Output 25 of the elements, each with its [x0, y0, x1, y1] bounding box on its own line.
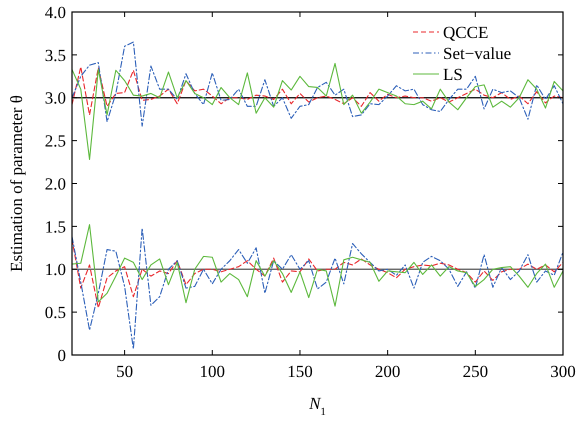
x-tick-label: 200	[374, 362, 400, 381]
x-tick-label: 300	[550, 362, 576, 381]
x-tick-label: 250	[462, 362, 488, 381]
line-series	[72, 62, 563, 160]
line-series	[72, 224, 563, 307]
y-tick-label: 0	[58, 346, 66, 365]
legend-label: Set−value	[443, 44, 512, 63]
legend-label: QCCE	[443, 22, 488, 42]
y-tick-label: 2.0	[44, 174, 66, 194]
y-tick-label: 1.5	[44, 217, 66, 236]
y-tick-label: 2.5	[44, 132, 66, 151]
x-axis-title: N$_{1}$	[308, 394, 326, 418]
x-tick-label: 50	[116, 362, 134, 381]
y-tick-label: 0.5	[44, 303, 66, 322]
y-axis-title: Estimation of parameter θ	[7, 95, 26, 272]
y-tick-label: 4.0	[44, 2, 66, 22]
y-tick-label: 3.5	[44, 46, 66, 65]
line-series	[72, 228, 563, 350]
line-series	[72, 41, 563, 127]
x-tick-label: 150	[287, 362, 313, 381]
legend-label: LS	[443, 64, 463, 84]
line-series	[72, 66, 563, 116]
y-tick-label: 1.0	[44, 260, 66, 280]
y-tick-label: 3.0	[44, 88, 66, 108]
x-tick-label: 100	[200, 362, 226, 381]
